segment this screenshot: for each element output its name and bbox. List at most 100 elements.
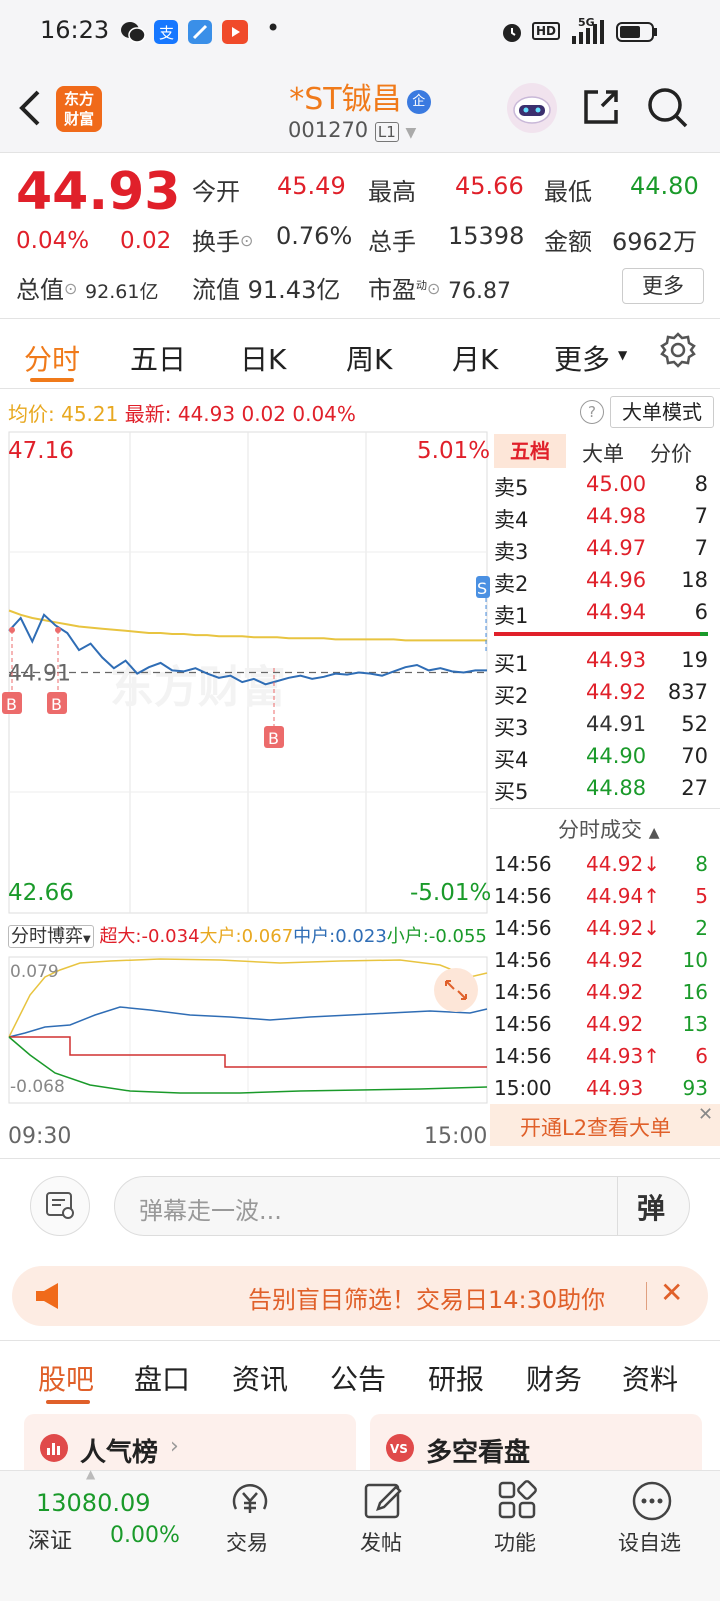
tab-five-day[interactable]: 五日 — [130, 343, 187, 376]
index-value[interactable]: 13080.09 — [36, 1489, 151, 1517]
nav-trade[interactable]: 交易 — [226, 1531, 268, 1555]
tab-news[interactable]: 资讯 — [232, 1363, 289, 1396]
active-tab-indicator — [46, 1400, 90, 1404]
bid-row: 买5 44.88 27 — [490, 772, 712, 804]
divider — [617, 1177, 618, 1235]
caret-down-icon: ▼ — [618, 348, 628, 362]
flow-selector[interactable]: 分时博弈▼ — [8, 925, 94, 948]
promo-banner[interactable]: 告别盲目筛选！交易日14:30助你 ✕ — [12, 1266, 708, 1326]
tab-announcements[interactable]: 公告 — [330, 1363, 387, 1396]
info-icon[interactable]: ⊙ — [240, 231, 254, 250]
logo-line1: 东方 — [63, 90, 94, 108]
pe-text: 市盈 — [368, 276, 416, 304]
stock-title[interactable]: *ST铖昌 企 — [260, 74, 460, 118]
bar-chart-icon — [40, 1434, 68, 1462]
intraday-price-chart[interactable]: 东方财富 47.16 5.01% 42.66 -5.01% 44.91 B B … — [0, 430, 490, 915]
close-icon[interactable]: ✕ — [660, 1276, 684, 1309]
l2-upgrade-banner[interactable]: 开通L2查看大单 ✕ — [490, 1104, 720, 1146]
tick-price: 44.93 — [586, 1076, 644, 1100]
danmu-settings-button[interactable] — [30, 1176, 90, 1236]
ask-price: 45.00 — [586, 472, 647, 496]
bid-volume: 27 — [681, 776, 708, 800]
back-icon[interactable] — [14, 88, 44, 128]
avg-price-bar: 均价: 45.21 最新: 44.93 0.02 0.04% — [8, 398, 356, 427]
tab-profile[interactable]: 资料 — [622, 1363, 679, 1396]
tab-research[interactable]: 研报 — [428, 1363, 485, 1396]
tab-price-dist[interactable]: 分价 — [650, 442, 692, 466]
float-value: 流值 91.43亿 — [192, 276, 341, 304]
battery-icon — [616, 22, 657, 42]
buy-marker[interactable] — [47, 692, 67, 714]
expand-button[interactable] — [434, 968, 478, 1012]
time-end: 15:00 — [424, 1124, 488, 1149]
pct-bottom-label: -5.01% — [410, 880, 490, 906]
tab-forum[interactable]: 股吧 — [38, 1363, 95, 1396]
nav-add-watchlist[interactable]: 设自选 — [618, 1531, 681, 1555]
ask-price: 44.98 — [586, 504, 647, 528]
tab-more[interactable]: 更多 — [554, 343, 611, 376]
tab-order-book[interactable]: 盘口 — [134, 1363, 191, 1396]
tick-row: 14:56 44.92 10 — [490, 944, 712, 976]
big-label: 大户: — [199, 926, 242, 947]
ask-label: 卖3 — [494, 540, 529, 564]
bid-row: 买4 44.90 70 — [490, 740, 712, 772]
open-label: 今开 — [192, 178, 240, 206]
tick-price: 44.92 — [586, 948, 644, 972]
ask-price: 44.96 — [586, 568, 647, 592]
low-label: 最低 — [544, 178, 592, 206]
flow-mid-line — [8, 1006, 488, 1038]
compose-icon[interactable] — [362, 1479, 406, 1523]
tab-finance[interactable]: 财务 — [526, 1363, 583, 1396]
buy-marker[interactable] — [264, 726, 284, 748]
tab-intraday[interactable]: 分时 — [24, 343, 81, 376]
help-icon[interactable]: ? — [580, 400, 604, 424]
more-button[interactable]: 更多 — [622, 268, 704, 304]
gear-icon[interactable] — [660, 332, 696, 368]
big-order-mode-button[interactable]: 大单模式 — [610, 396, 714, 428]
nav-post[interactable]: 发帖 — [360, 1531, 402, 1555]
mcap-value: 92.61亿 — [85, 281, 159, 303]
danmu-toggle-button[interactable]: 弹 — [637, 1192, 666, 1225]
promo-text: 告别盲目筛选！交易日14:30助你 — [248, 1286, 606, 1314]
info-icon[interactable]: ⊙ — [64, 279, 78, 298]
flow-top-label: 0.079 — [10, 962, 59, 982]
stock-name: *ST铖昌 — [289, 82, 402, 117]
small-label: 小户: — [386, 926, 429, 947]
tick-price: 44.94↑ — [586, 884, 661, 908]
divider — [646, 1282, 647, 1310]
tick-row: 14:56 44.92↓ 8 — [490, 848, 712, 880]
danmu-settings-icon — [46, 1192, 74, 1219]
capital-flow-chart[interactable]: 0.079 -0.068 — [0, 955, 490, 1105]
long-short-card-label: 多空看盘 — [426, 1438, 531, 1468]
close-icon[interactable]: ✕ — [698, 1104, 714, 1125]
ask-row: 卖4 44.98 7 — [490, 500, 712, 532]
tab-daily-k[interactable]: 日K — [240, 343, 287, 376]
trade-icon[interactable] — [228, 1479, 272, 1523]
sell-marker[interactable] — [476, 576, 490, 598]
nav-functions[interactable]: 功能 — [494, 1531, 536, 1555]
more-circle-icon[interactable] — [630, 1479, 674, 1523]
robot-assistant-icon[interactable] — [506, 82, 558, 134]
search-icon[interactable] — [646, 86, 690, 130]
bid-label: 买5 — [494, 780, 529, 804]
tick-price: 44.92 — [586, 980, 644, 1004]
amount-label: 金额 — [544, 228, 592, 256]
bid-row: 买1 44.93 19 — [490, 644, 712, 676]
tab-big-orders[interactable]: 大单 — [582, 442, 624, 466]
svg-text:支: 支 — [159, 24, 174, 42]
ticks-title[interactable]: 分时成交 ▲ — [558, 814, 659, 844]
flow-selector-text: 分时博弈 — [11, 926, 83, 947]
chevron-down-icon[interactable]: ▼ — [405, 125, 417, 141]
tab-monthly-k[interactable]: 月K — [452, 343, 499, 376]
danmu-placeholder: 弹幕走一波... — [139, 1197, 282, 1225]
grid-icon[interactable] — [496, 1479, 540, 1523]
tab-weekly-k[interactable]: 周K — [346, 343, 393, 376]
danmu-input[interactable]: 弹幕走一波... 弹 — [114, 1176, 690, 1236]
tab-five-levels[interactable]: 五档 — [494, 434, 566, 468]
share-icon[interactable] — [580, 86, 622, 128]
buy-marker[interactable] — [2, 692, 22, 714]
mid-label: 中户: — [293, 926, 336, 947]
info-icon[interactable]: ⊙ — [427, 279, 441, 298]
volume-value: 15398 — [448, 222, 525, 250]
bid-price: 44.92 — [586, 680, 647, 704]
